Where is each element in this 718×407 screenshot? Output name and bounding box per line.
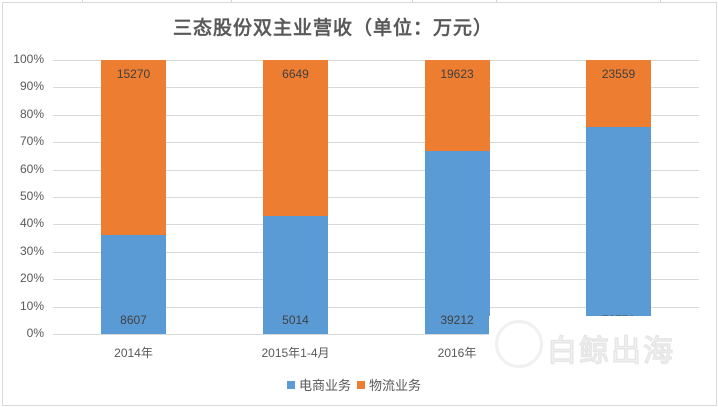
- data-label: 5014: [282, 312, 309, 327]
- data-label: 19623: [440, 67, 474, 81]
- gridline: [53, 142, 699, 144]
- watermark-text: 白鲸出海: [547, 334, 675, 370]
- chart-title: 三态股份双主业营收（单位：万元）: [172, 17, 493, 39]
- x-tick-label: 2016年: [437, 346, 477, 360]
- y-tick-label: 80%: [19, 106, 44, 121]
- legend-swatch-orange-icon: [357, 380, 366, 389]
- plot-area: 15270 8607 6649 5014 19623 39212 23559 72770: [53, 60, 699, 335]
- bar-segment-ecommerce[interactable]: 8607: [101, 235, 166, 334]
- gridline: [53, 251, 699, 253]
- bar-segment-logistics[interactable]: 19623: [424, 60, 490, 152]
- y-tick-label: 10%: [19, 298, 44, 313]
- y-tick-label: 20%: [19, 271, 44, 286]
- watermark: 白鲸出海: [489, 316, 699, 378]
- bar-segment-logistics[interactable]: 6649: [263, 60, 328, 217]
- data-label: 39212: [440, 312, 474, 327]
- sheet-gridline: [660, 0, 661, 3]
- sheet-gridline: [496, 0, 497, 3]
- bar-segment-logistics[interactable]: 15270: [101, 60, 166, 236]
- x-tick-label: 2015年1-4月: [261, 346, 330, 360]
- y-tick-label: 40%: [19, 216, 44, 231]
- data-label: 23559: [601, 67, 636, 81]
- data-label: 6649: [282, 67, 309, 81]
- legend-item-ecommerce[interactable]: 电商业务: [287, 375, 351, 394]
- gridline: [53, 279, 699, 281]
- y-tick-label: 90%: [19, 79, 44, 94]
- bar-segment-ecommerce[interactable]: 39212: [424, 151, 490, 334]
- gridline: [53, 306, 699, 308]
- gridline: [53, 60, 699, 61]
- gridline: [53, 197, 699, 198]
- watermark-logo-icon: [495, 320, 543, 368]
- legend-item-logistics[interactable]: 物流业务: [357, 375, 421, 394]
- bar-segment-ecommerce[interactable]: 5014: [263, 216, 328, 334]
- x-tick-label: 2014年: [114, 346, 153, 360]
- bar-stack[interactable]: 19623 39212: [424, 60, 490, 334]
- bar-stack[interactable]: 15270 8607: [101, 60, 166, 334]
- legend-label: 物流业务: [369, 379, 422, 394]
- sheet-gridline: [231, 0, 232, 3]
- y-tick-label: 50%: [19, 189, 44, 203]
- gridline: [53, 224, 699, 226]
- sheet-gridline: [82, 0, 83, 3]
- data-label: 15270: [116, 67, 151, 81]
- y-tick-label: 100%: [13, 52, 44, 66]
- y-tick-label: 30%: [19, 243, 44, 258]
- y-tick-label: 0%: [26, 326, 44, 340]
- sheet-gridline: [412, 0, 413, 3]
- gridline: [53, 114, 699, 116]
- gridline: [53, 87, 699, 89]
- legend-swatch-blue-icon: [287, 380, 295, 389]
- gridline: [53, 334, 699, 335]
- bar-stack[interactable]: 6649 5014: [263, 60, 328, 334]
- legend-label: 电商业务: [299, 379, 352, 394]
- bar-stack[interactable]: 23559 72770: [586, 60, 651, 334]
- data-label: 8607: [120, 312, 147, 327]
- y-tick-label: 70%: [19, 134, 44, 149]
- bar-segment-ecommerce[interactable]: 72770: [586, 127, 651, 334]
- legend: 电商业务 物流业务: [287, 375, 427, 394]
- y-tick-label: 60%: [19, 161, 44, 176]
- gridline: [53, 169, 699, 171]
- bar-segment-logistics[interactable]: 23559: [586, 60, 651, 127]
